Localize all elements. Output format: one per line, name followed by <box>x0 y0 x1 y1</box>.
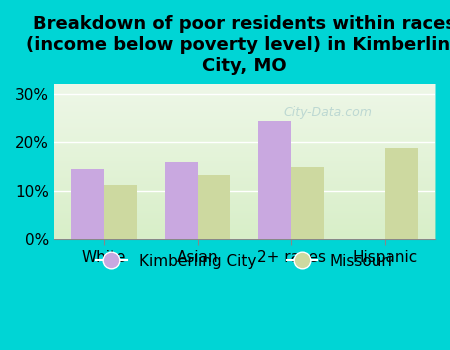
Bar <box>198 175 230 239</box>
Bar <box>71 169 104 239</box>
Title: Breakdown of poor residents within races
(income below poverty level) in Kimberl: Breakdown of poor residents within races… <box>26 15 450 75</box>
Bar <box>385 148 418 239</box>
Bar <box>165 162 198 239</box>
Bar <box>258 121 291 239</box>
Bar <box>291 167 324 239</box>
Legend: Kimberling City, Missouri: Kimberling City, Missouri <box>90 248 399 275</box>
Bar <box>104 185 137 239</box>
Text: City-Data.com: City-Data.com <box>284 106 373 119</box>
